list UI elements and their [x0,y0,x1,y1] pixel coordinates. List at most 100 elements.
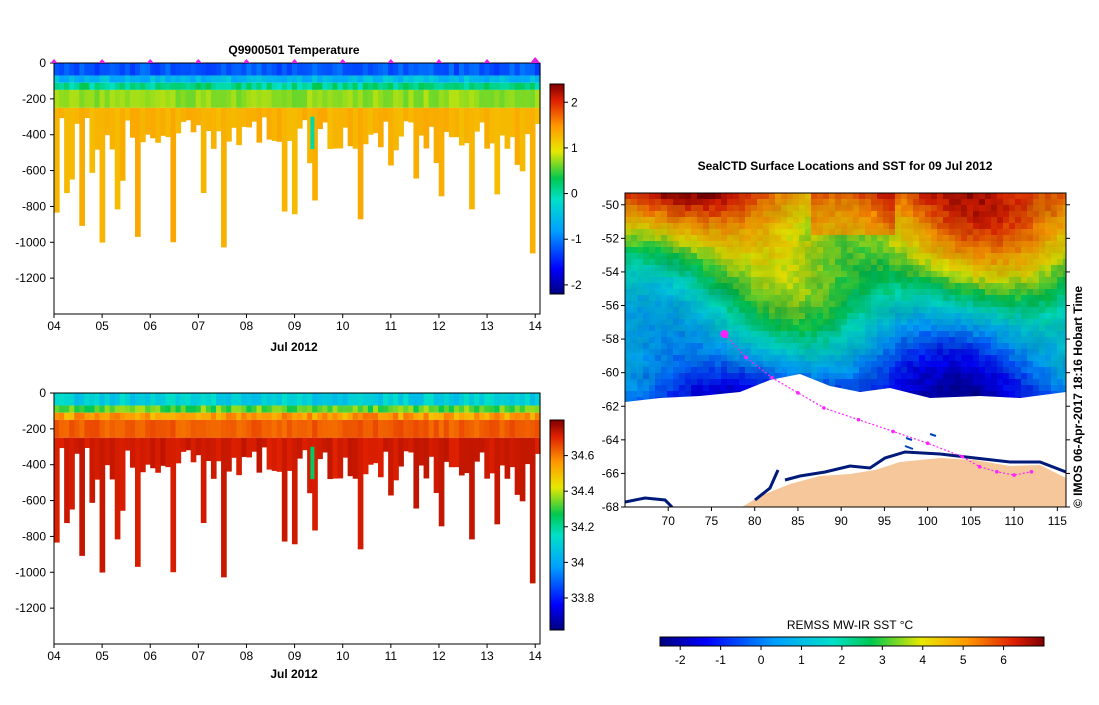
axes-frame [53,392,541,645]
section-cell [205,405,212,413]
section-cell [286,89,293,108]
section-cell [352,412,359,420]
section-cell [160,63,166,76]
section-cell [479,82,485,90]
section-cell [266,437,273,470]
section-cell [114,107,121,210]
section-cell [322,405,328,413]
section-cell [418,82,425,90]
anomaly-cell [310,116,315,150]
section-cell [256,405,263,413]
y-tick-label: -1000 [15,235,46,249]
section-cell [140,63,146,76]
section-cell [484,89,490,108]
section-cell [119,75,126,83]
coastline-west [625,496,674,507]
section-cell [514,393,521,406]
section-cell [453,75,460,83]
section-cell [135,405,141,413]
profile-marker [242,59,250,63]
lon-tick-label: 90 [834,514,848,528]
section-cell [119,107,126,181]
section-cell [145,82,151,90]
section-cell [216,89,222,108]
section-cell [84,437,91,449]
section-cell [79,89,85,108]
section-cell [494,75,501,83]
section-cell [175,82,182,90]
section-cell [383,82,389,90]
section-cell [185,82,192,90]
section-cell [236,419,242,438]
section-cell [180,393,187,406]
sst-colorbar-tick-label: -1 [715,653,726,667]
lon-tick-label: 75 [705,514,719,528]
section-cell [74,107,80,124]
section-cell [150,419,156,438]
section-cell [221,107,227,248]
section-cell [479,393,485,406]
section-cell [464,437,470,474]
section-cell [79,405,85,413]
section-cell [489,75,496,83]
y-tick-label: 0 [39,386,46,400]
section-cell [74,405,80,413]
lon-tick-label: 95 [878,514,892,528]
section-cell [221,89,227,108]
section-cell [261,63,268,76]
section-cell [413,437,420,509]
section-cell [221,82,227,90]
section-cell [479,63,485,76]
section-cell [408,75,415,83]
section-cell [312,89,318,108]
section-cell [469,412,475,420]
section-cell [347,107,354,147]
section-cell [297,405,303,413]
section-cell [499,412,506,420]
x-tick-label: 09 [288,649,302,663]
section-cell [104,107,111,136]
section-cell [367,412,374,420]
section-cell [524,63,531,76]
section-cell [210,437,217,479]
section-cell [226,107,232,142]
section-cell [286,107,293,141]
section-cell [514,107,521,165]
section-cell [352,89,359,108]
section-cell [226,393,232,406]
section-cell [246,89,253,108]
section-cell [251,82,258,90]
section-cell [216,405,222,413]
section-cell [190,437,197,463]
colorbar-tick-label: 1 [571,141,578,155]
section-cell [317,82,323,90]
section-cell [180,437,187,452]
section-cell [372,82,379,90]
section-cell [524,437,531,465]
y-tick-label: -200 [22,92,46,106]
section-cell [464,82,470,90]
section-cell [241,419,247,438]
section-cell [155,75,161,83]
section-cell [413,89,420,108]
profile-marker [50,59,58,63]
section-cell [266,405,273,413]
section-cell [534,82,541,90]
section-cell [312,405,318,413]
section-cell [175,75,182,83]
section-cell [210,405,217,413]
section-cell [216,437,222,462]
section-cell [150,89,156,108]
lat-tick-label: -68 [602,500,620,514]
section-cell [453,82,460,90]
section-cell [109,107,116,150]
section-cell [155,419,161,438]
section-cell [479,412,485,420]
section-cell [509,405,516,413]
section-cell [281,412,288,420]
section-cell [69,437,75,510]
section-cell [352,405,359,413]
section-cell [403,82,409,90]
section-cell [271,89,278,108]
section-cell [84,412,91,420]
